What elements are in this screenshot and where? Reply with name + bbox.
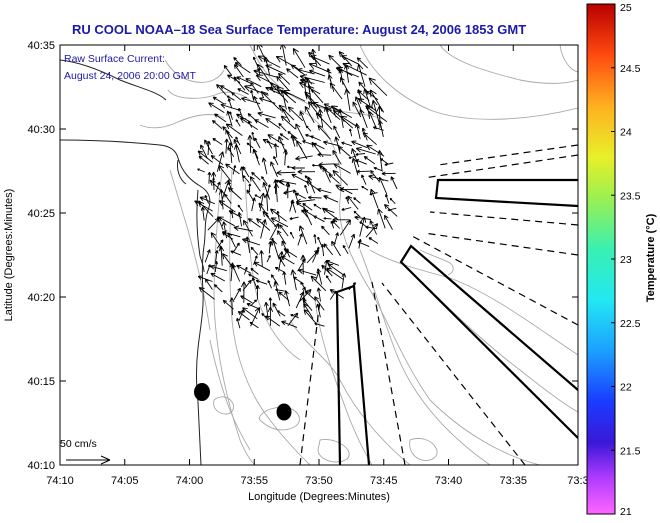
y-tick-label: 40:15: [27, 376, 55, 388]
colorbar-tick-label: 22.5: [620, 318, 641, 330]
colorbar-tick-label: 25: [620, 2, 632, 14]
channel-polygon-east: [434, 178, 578, 208]
x-tick-label: 73:35: [499, 475, 527, 487]
colorbar-tick-label: 23.5: [620, 190, 641, 202]
colorbar-tick-label: 21.5: [620, 445, 641, 457]
y-tick-label: 40:20: [27, 292, 55, 304]
colorbar-tick-label: 23: [620, 254, 632, 266]
x-tick-label: 73:3: [567, 475, 588, 487]
channel-polygon-south: [335, 284, 371, 465]
colorbar-ticks: 25 24.5 24 23.5 23 22.5 22 21.5 21: [611, 2, 641, 518]
colorbar-tick-label: 21: [620, 506, 632, 518]
coastline: [60, 59, 211, 465]
channel-polygon-southeast: [399, 244, 578, 439]
buoy-marker-east: [276, 403, 292, 421]
surface-current-vectors: [194, 45, 398, 329]
x-tick-label: 73:45: [370, 475, 398, 487]
radar-sector-lines: [299, 144, 578, 465]
current-vector-arrows: [194, 45, 398, 329]
x-axis-label: Longitude (Degrees:Minutes): [248, 491, 390, 503]
x-tick-label: 73:50: [305, 475, 333, 487]
colorbar: [586, 3, 616, 515]
annotation-line-1: Raw Surface Current:: [64, 53, 165, 65]
y-tick-label: 40:10: [27, 460, 55, 472]
colorbar-tick-label: 22: [620, 382, 632, 394]
y-axis-label: Latitude (Degrees:Minutes): [3, 189, 15, 322]
colorbar-label: Temperature (°C): [645, 213, 657, 302]
x-tick-label: 74:00: [176, 475, 204, 487]
y-axis: 40:35 40:30 40:25 40:20 40:15 40:10: [27, 40, 578, 472]
colorbar-tick-label: 24: [620, 127, 632, 139]
buoy-marker-west: [194, 383, 210, 401]
y-tick-label: 40:25: [27, 208, 55, 220]
x-tick-label: 73:55: [240, 475, 268, 487]
x-axis: 74:10 74:05 74:00 73:55 73:50 73:45 73:40 73:35…: [46, 45, 589, 487]
channel-polygons: [335, 178, 578, 465]
scale-arrow: [66, 455, 111, 465]
x-tick-label: 74:10: [46, 475, 74, 487]
figure-title: RU COOL NOAA–18 Sea Surface Temperature:…: [72, 22, 526, 37]
x-tick-label: 74:05: [111, 475, 139, 487]
y-tick-label: 40:30: [27, 124, 55, 136]
scale-label: 50 cm/s: [60, 438, 97, 450]
x-tick-label: 73:40: [435, 475, 463, 487]
annotation-line-2: August 24, 2006 20:00 GMT: [64, 70, 197, 82]
y-tick-label: 40:35: [27, 40, 55, 52]
colorbar-tick-label: 24.5: [620, 63, 641, 75]
